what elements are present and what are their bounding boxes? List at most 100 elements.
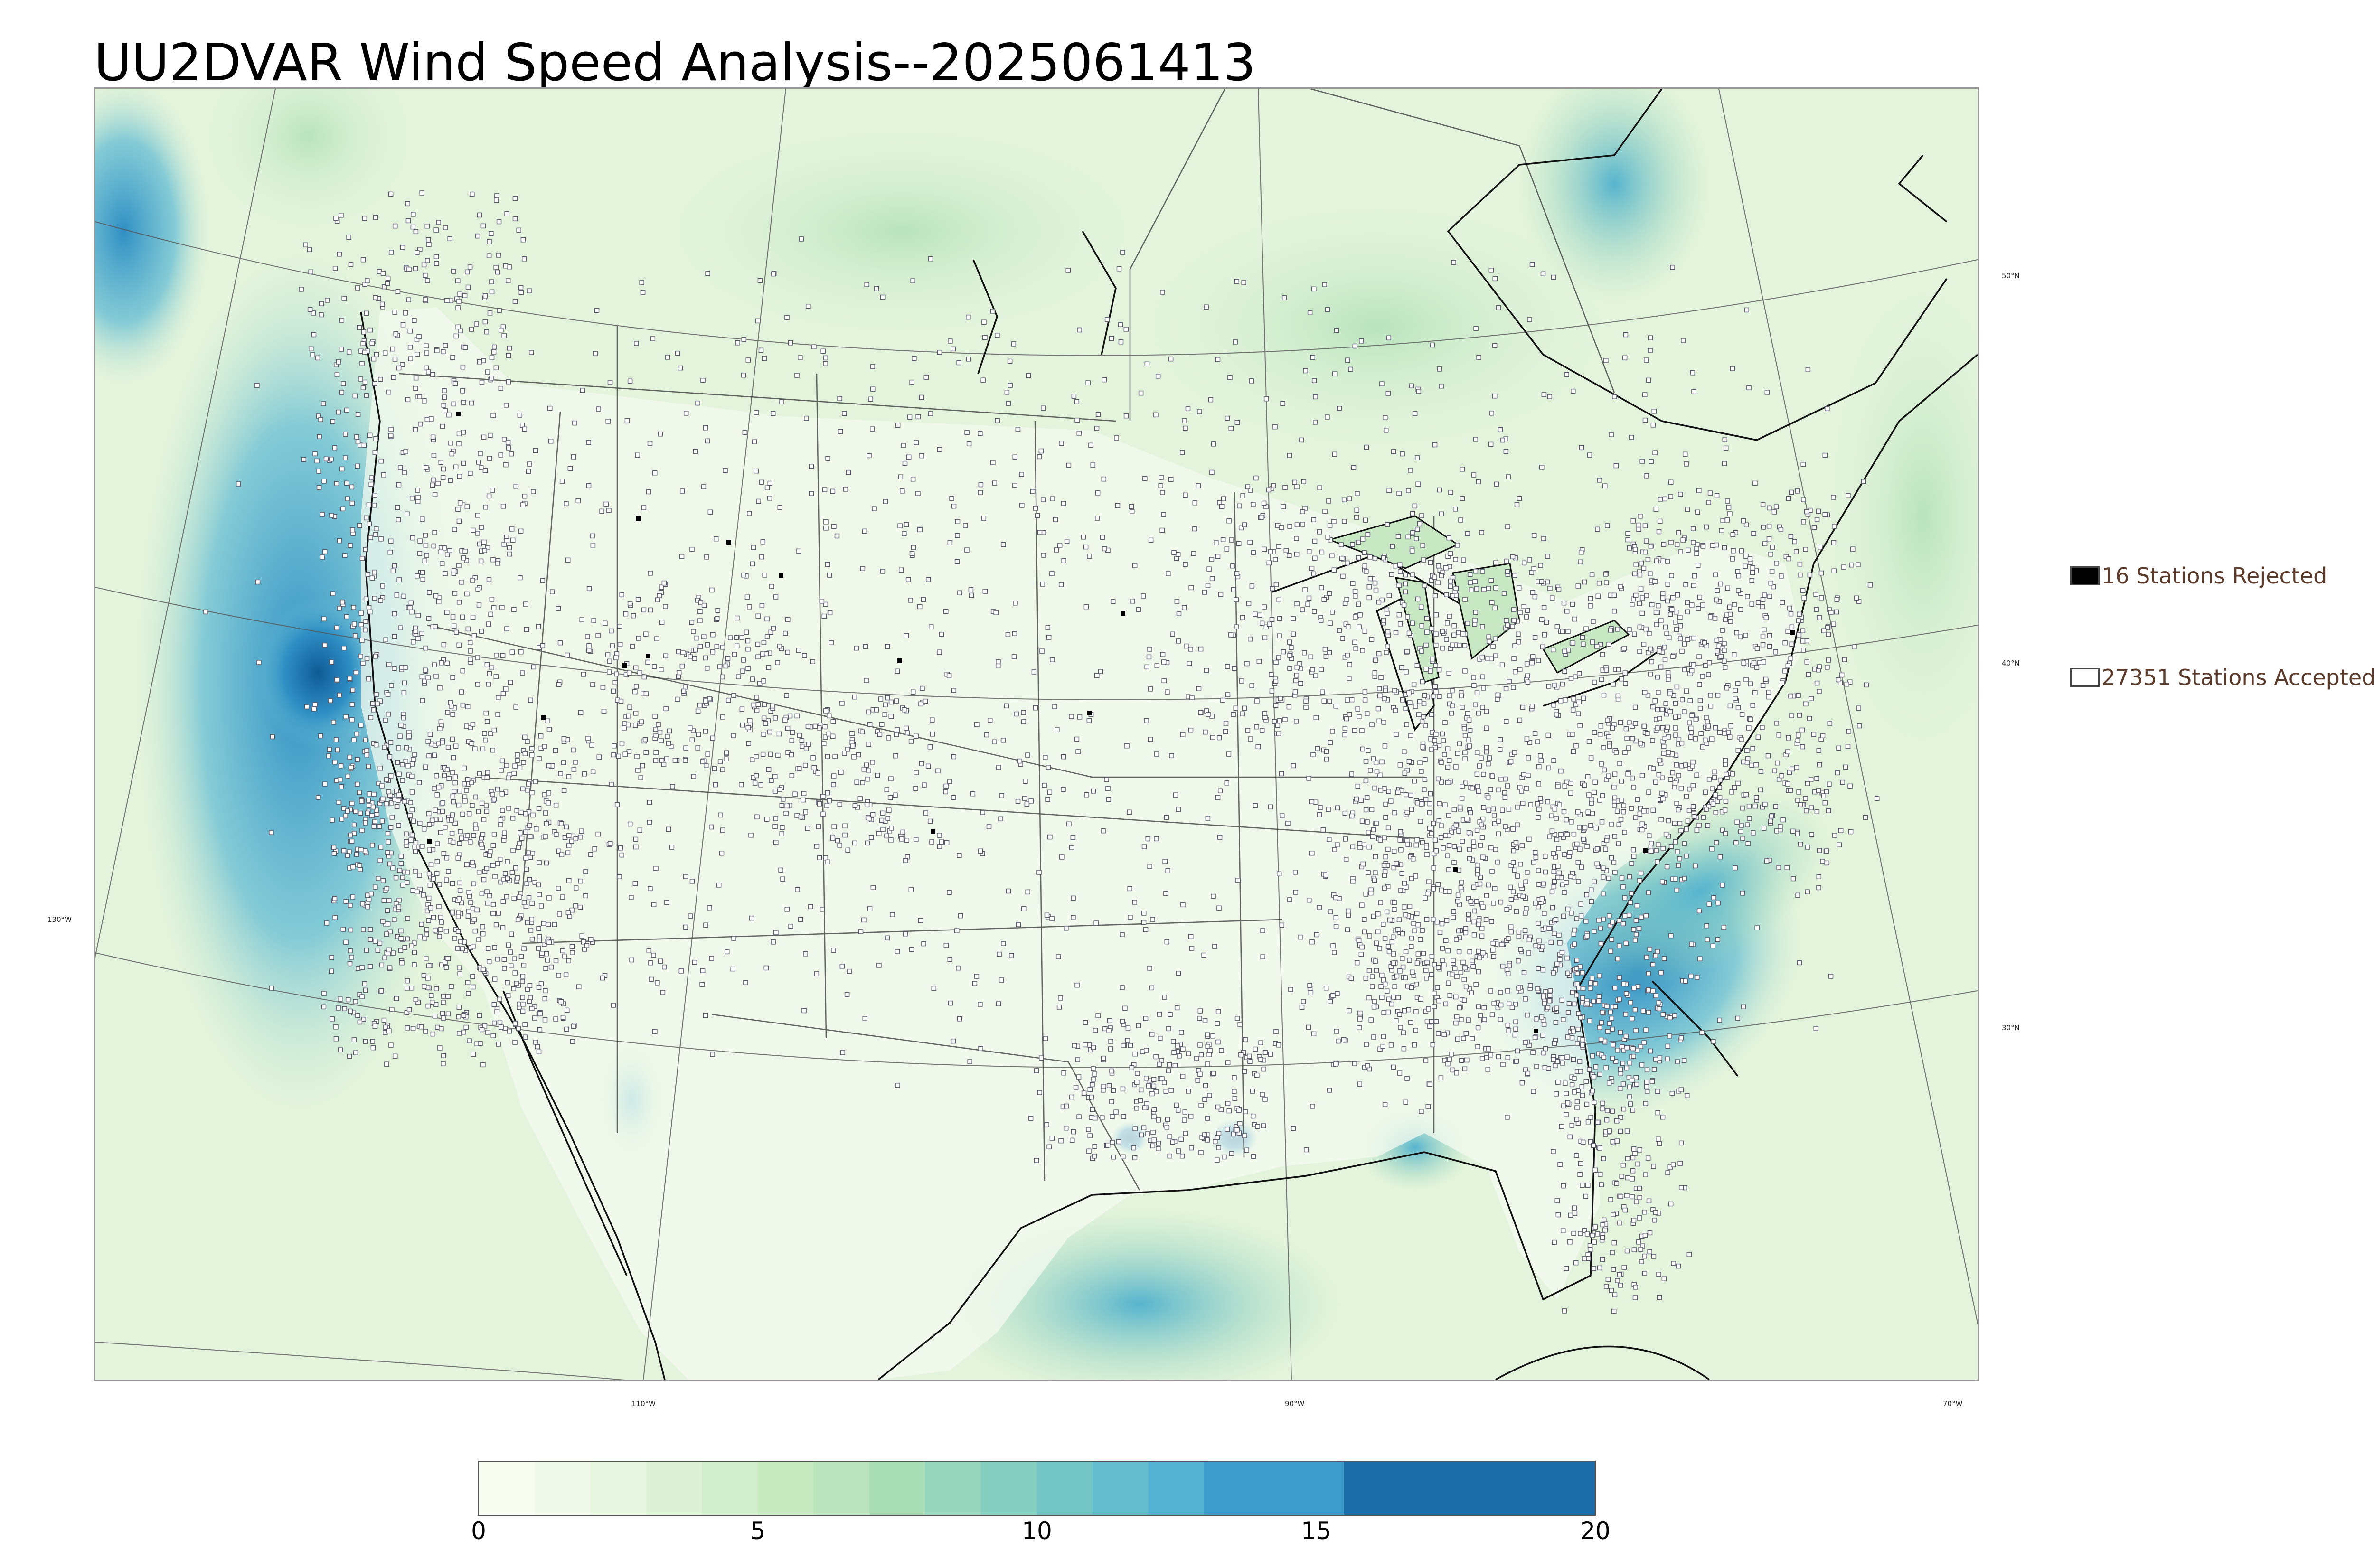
station-accepted <box>461 1013 466 1018</box>
station-accepted <box>928 624 934 629</box>
station-accepted <box>1077 714 1083 720</box>
station-accepted <box>1364 569 1369 574</box>
station-accepted <box>1632 1151 1638 1156</box>
station-accepted <box>609 628 614 634</box>
station-accepted <box>1801 595 1807 601</box>
station-accepted <box>947 779 952 784</box>
station-accepted <box>1429 626 1434 631</box>
station-accepted <box>428 862 434 867</box>
wind-speed-map[interactable] <box>94 87 1979 1381</box>
station-accepted <box>1629 435 1634 440</box>
station-accepted <box>1665 1056 1670 1062</box>
station-accepted <box>404 839 409 845</box>
station-accepted <box>1467 949 1472 955</box>
station-accepted <box>532 1015 537 1021</box>
station-accepted <box>1520 893 1526 899</box>
station-accepted <box>439 962 444 967</box>
station-accepted <box>460 388 465 394</box>
station-accepted <box>485 1030 490 1035</box>
station-accepted <box>1243 1037 1248 1042</box>
station-accepted <box>381 472 386 478</box>
station-accepted <box>1415 596 1421 602</box>
station-accepted <box>398 854 404 859</box>
station-accepted <box>1222 1154 1227 1160</box>
station-accepted <box>852 803 858 808</box>
station-accepted <box>365 810 370 816</box>
station-accepted <box>1150 1143 1156 1149</box>
station-accepted <box>1208 397 1214 403</box>
station-accepted <box>1717 795 1723 800</box>
station-accepted <box>384 931 389 937</box>
station-accepted <box>1551 1149 1556 1154</box>
station-accepted <box>1662 644 1667 650</box>
station-accepted <box>403 310 408 316</box>
station-accepted <box>1550 905 1555 911</box>
station-accepted <box>583 869 588 874</box>
station-accepted <box>1638 806 1643 811</box>
station-accepted <box>1643 1101 1649 1106</box>
station-accepted <box>571 747 576 753</box>
station-accepted <box>1432 738 1437 743</box>
station-accepted <box>990 309 996 314</box>
station-accepted <box>490 863 496 868</box>
station-accepted <box>1657 716 1662 721</box>
station-accepted <box>1141 920 1147 925</box>
station-accepted <box>433 807 438 813</box>
station-accepted <box>1632 1295 1638 1300</box>
station-accepted <box>1511 618 1517 623</box>
station-accepted <box>1667 1015 1673 1021</box>
station-accepted <box>405 880 410 885</box>
station-accepted <box>963 523 968 528</box>
station-accepted <box>1735 1015 1741 1021</box>
station-accepted <box>1352 639 1357 645</box>
station-accepted <box>1800 744 1805 750</box>
station-accepted <box>1156 1141 1161 1146</box>
station-accepted <box>553 1016 558 1022</box>
station-accepted <box>1192 500 1198 506</box>
station-accepted <box>1639 560 1644 566</box>
station-accepted <box>1463 780 1468 786</box>
station-accepted <box>1091 1066 1096 1071</box>
station-accepted <box>1369 637 1375 642</box>
station-accepted <box>1390 544 1395 549</box>
station-accepted <box>520 1001 526 1007</box>
station-accepted <box>466 811 472 817</box>
station-accepted <box>330 1016 335 1022</box>
station-accepted <box>358 654 363 659</box>
station-accepted <box>1130 598 1135 604</box>
station-accepted <box>1366 844 1372 850</box>
station-accepted <box>1724 612 1729 618</box>
station-accepted <box>919 761 924 767</box>
station-accepted <box>1646 971 1651 976</box>
station-accepted <box>1266 560 1272 566</box>
station-accepted <box>1073 1085 1079 1090</box>
station-accepted <box>482 293 488 299</box>
station-accepted <box>518 954 524 959</box>
station-accepted <box>1655 707 1660 713</box>
station-accepted <box>1464 817 1470 822</box>
station-accepted <box>1582 825 1588 830</box>
station-accepted <box>1188 585 1194 591</box>
station-accepted <box>1566 1001 1572 1006</box>
station-accepted <box>1809 696 1814 701</box>
station-accepted <box>1557 940 1563 946</box>
station-accepted <box>406 266 412 272</box>
station-accepted <box>1463 1031 1469 1036</box>
station-accepted <box>509 931 514 937</box>
station-accepted <box>431 543 436 549</box>
station-accepted <box>1141 911 1147 916</box>
station-accepted <box>1648 1048 1653 1054</box>
station-accepted <box>1433 1019 1439 1024</box>
station-accepted <box>490 902 496 907</box>
station-accepted <box>544 951 549 957</box>
station-accepted <box>573 903 578 909</box>
station-accepted <box>870 364 875 369</box>
station-accepted <box>1643 913 1649 919</box>
station-accepted <box>1678 491 1683 497</box>
station-accepted <box>1451 623 1457 629</box>
station-accepted <box>338 996 343 1002</box>
station-accepted <box>315 355 320 361</box>
station-accepted <box>348 543 353 548</box>
station-accepted <box>736 674 741 679</box>
station-accepted <box>614 671 619 677</box>
